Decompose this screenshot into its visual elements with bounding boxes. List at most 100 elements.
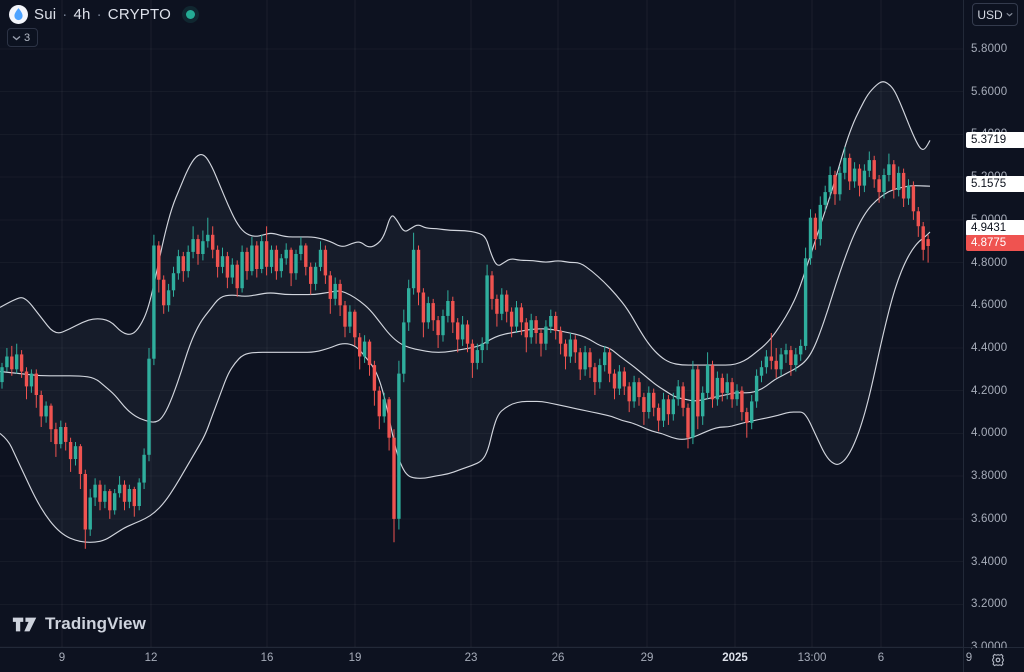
- candle: [823, 185, 827, 212]
- candle: [843, 147, 847, 180]
- symbol-market: CRYPTO: [107, 6, 171, 23]
- candle: [519, 303, 524, 336]
- candle: [500, 288, 504, 321]
- chart-canvas[interactable]: [0, 0, 963, 647]
- time-tick-label: 9: [965, 652, 973, 664]
- market-open-status-icon: [185, 10, 195, 19]
- candle: [588, 348, 592, 378]
- candle: [29, 369, 34, 393]
- candle: [68, 437, 73, 472]
- candle: [240, 245, 244, 293]
- candle: [132, 486, 136, 517]
- candle: [622, 367, 626, 395]
- symbol-title: Sui · 4h · CRYPTO: [34, 6, 171, 23]
- time-tick-label: 9: [58, 652, 66, 664]
- candle: [147, 348, 151, 462]
- candle: [431, 298, 435, 331]
- symbol-name: Sui: [34, 6, 57, 23]
- bb-basis-value-label: 5.1575: [966, 176, 1024, 193]
- candle: [897, 166, 901, 197]
- candle: [39, 390, 43, 427]
- candle: [142, 448, 146, 489]
- candle: [451, 296, 455, 333]
- tradingview-mark-icon: [12, 617, 37, 631]
- candle: [83, 469, 87, 549]
- candle: [701, 386, 705, 425]
- candle: [828, 166, 832, 199]
- candle: [24, 367, 29, 400]
- candle: [656, 403, 661, 432]
- candle: [603, 345, 607, 372]
- candle: [436, 316, 440, 348]
- indicators-collapse-chip[interactable]: 3: [7, 28, 39, 47]
- candle: [480, 337, 484, 363]
- bb-fill-area: [0, 81, 930, 543]
- candle: [250, 236, 254, 276]
- candle: [338, 279, 342, 316]
- chevron-down-icon: [1006, 12, 1013, 17]
- candle: [607, 348, 612, 383]
- candle: [877, 175, 881, 203]
- candle: [402, 309, 406, 383]
- candle: [475, 343, 479, 370]
- candle: [88, 489, 92, 536]
- candle: [926, 234, 930, 263]
- candle: [774, 348, 778, 378]
- candle: [19, 350, 24, 378]
- candle: [485, 264, 489, 351]
- candle: [617, 365, 622, 395]
- candle: [387, 397, 391, 451]
- candle: [661, 392, 666, 427]
- candle: [137, 478, 141, 511]
- candle: [64, 422, 68, 451]
- candle: [848, 153, 852, 190]
- currency-selector-button[interactable]: USD: [972, 3, 1018, 26]
- candle: [230, 258, 234, 284]
- candle: [372, 360, 377, 406]
- bb-upper-line: [0, 81, 931, 366]
- candle: [274, 245, 279, 280]
- sui-coin-icon: [9, 5, 28, 24]
- tradingview-brand-text: TradingView: [45, 614, 146, 633]
- price-axis-separator: [963, 0, 964, 672]
- price-tick-label: 4.8000: [971, 256, 1008, 269]
- candle: [191, 226, 195, 259]
- candle: [323, 245, 328, 284]
- candle: [78, 444, 83, 489]
- candle: [759, 360, 764, 383]
- time-axis-separator: [0, 647, 1024, 648]
- candle: [348, 305, 352, 333]
- candle: [0, 362, 4, 389]
- candle: [416, 245, 421, 306]
- symbol-header[interactable]: Sui · 4h · CRYPTO: [9, 5, 195, 24]
- candle: [269, 245, 274, 274]
- candle: [671, 392, 675, 421]
- candle: [441, 309, 445, 342]
- candle: [808, 209, 813, 265]
- gear-settings-icon[interactable]: [990, 652, 1006, 668]
- candle: [872, 155, 876, 188]
- candle: [397, 360, 401, 530]
- candle: [705, 352, 710, 400]
- candle: [362, 335, 367, 363]
- time-tick-label: 26: [551, 652, 565, 664]
- candle: [176, 249, 181, 280]
- candle: [505, 290, 509, 323]
- tradingview-logo[interactable]: TradingView: [12, 614, 146, 634]
- price-tick-label: 4.6000: [971, 299, 1008, 312]
- candle: [789, 345, 793, 376]
- candle: [539, 328, 543, 357]
- price-tick-label: 4.4000: [971, 342, 1008, 354]
- bb-basis-line: [0, 185, 931, 423]
- candle: [745, 407, 749, 438]
- candle: [892, 160, 896, 199]
- time-tick-label: 23: [464, 652, 478, 664]
- candle: [353, 309, 357, 346]
- candle: [59, 420, 63, 449]
- candle: [573, 335, 577, 363]
- candle: [681, 382, 685, 417]
- candle: [103, 484, 107, 509]
- time-tick-label: 29: [640, 652, 654, 664]
- candle: [730, 377, 734, 408]
